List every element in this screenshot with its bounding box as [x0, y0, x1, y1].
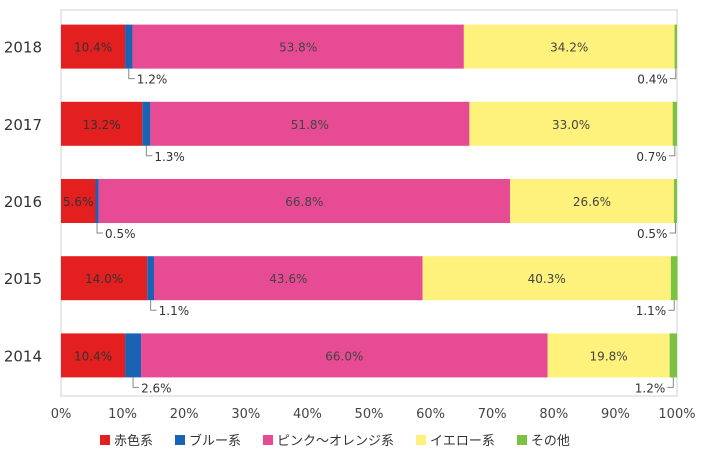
bar-segment: [422, 256, 671, 301]
legend-label: ピンク〜オレンジ系: [277, 434, 395, 449]
leader-line: [668, 145, 676, 157]
bar-segment: [469, 101, 673, 146]
x-tick-label: 80%: [539, 407, 568, 422]
bar-segment: [672, 101, 677, 146]
data-label: 10.4%: [74, 41, 112, 55]
bar-segment: [61, 333, 126, 378]
y-category-label: 2018: [4, 39, 42, 57]
data-label: 33.0%: [552, 118, 590, 132]
legend-label: その他: [530, 434, 570, 449]
data-label: 1.1%: [636, 304, 667, 318]
legend-swatch: [416, 434, 427, 445]
legend-item: その他: [516, 430, 570, 449]
data-label: 51.8%: [291, 118, 329, 132]
data-label: 40.3%: [528, 272, 566, 286]
y-category-label: 2017: [4, 116, 42, 134]
bar-segment: [61, 256, 148, 301]
bar-segment: [95, 179, 99, 223]
x-tick-label: 10%: [108, 407, 137, 422]
bar-segment: [61, 101, 143, 146]
leader-line: [667, 377, 674, 388]
data-label: 34.2%: [550, 41, 588, 55]
leader-line: [669, 68, 677, 80]
chart-legend: 赤色系 ブルー系 ピンク〜オレンジ系 イエロー系 その他: [100, 430, 570, 449]
legend-swatch: [263, 434, 274, 445]
data-label: 14.0%: [85, 272, 123, 286]
data-label: 2.6%: [141, 381, 172, 395]
x-tick-label: 0%: [51, 407, 72, 422]
data-label: 0.5%: [105, 227, 136, 241]
bar-segment: [547, 333, 670, 378]
bar-segment: [154, 256, 423, 301]
data-label: 66.0%: [325, 349, 363, 363]
legend-label: ブルー系: [189, 434, 242, 449]
data-label: 0.7%: [636, 150, 667, 164]
leader-line: [668, 300, 675, 311]
leader-line: [96, 223, 104, 234]
bar-segment: [674, 24, 677, 69]
data-label: 53.8%: [279, 41, 317, 55]
x-tick-label: 60%: [416, 407, 445, 422]
data-label: 10.4%: [74, 349, 112, 363]
data-label: 1.2%: [635, 381, 666, 395]
leader-line: [669, 223, 676, 234]
bar-segment: [669, 333, 677, 378]
bar-segment: [61, 24, 126, 69]
legend-swatch: [516, 434, 527, 445]
x-tick-label: 40%: [293, 407, 322, 422]
x-tick-label: 30%: [231, 407, 260, 422]
leader-line: [132, 377, 140, 388]
bar-segment: [125, 333, 142, 378]
legend-swatch: [100, 434, 110, 445]
bar-segment: [150, 101, 470, 146]
legend-swatch: [175, 434, 186, 445]
bar-segment: [670, 256, 678, 301]
bar-segment: [125, 24, 133, 69]
x-tick-label: 20%: [170, 407, 199, 422]
x-tick-label: 70%: [478, 407, 507, 422]
leader-line: [150, 300, 157, 311]
leader-line: [128, 68, 135, 80]
legend-item: 赤色系: [100, 430, 153, 449]
legend-label: イエロー系: [430, 434, 495, 449]
x-tick-label: 90%: [601, 407, 630, 422]
data-label: 13.2%: [83, 118, 121, 132]
legend-item: ブルー系: [175, 430, 241, 449]
data-label: 66.8%: [285, 195, 323, 209]
bar-segment: [61, 179, 96, 223]
data-label: 0.5%: [637, 227, 668, 241]
data-label: 5.6%: [63, 195, 94, 209]
bar-segment: [510, 179, 674, 223]
legend-item: ピンク〜オレンジ系: [263, 430, 394, 449]
x-tick-label: 100%: [658, 407, 695, 422]
y-category-label: 2014: [4, 347, 42, 365]
bar-segment: [673, 179, 677, 223]
data-label: 43.6%: [269, 272, 307, 286]
y-category-label: 2015: [4, 270, 42, 288]
y-category-label: 2016: [4, 193, 42, 211]
data-label: 26.6%: [573, 195, 611, 209]
data-label: 1.3%: [154, 150, 185, 164]
bar-segment: [147, 256, 155, 301]
bar-segment: [98, 179, 511, 223]
data-label: 19.8%: [590, 349, 628, 363]
data-label: 1.2%: [137, 73, 168, 87]
legend-item: イエロー系: [416, 430, 495, 449]
bar-segment: [142, 101, 151, 146]
bar-segment: [132, 24, 464, 69]
bar-segment: [463, 24, 675, 69]
leader-line: [145, 145, 153, 157]
data-label: 0.4%: [637, 73, 668, 87]
x-tick-label: 50%: [355, 407, 384, 422]
bar-segment: [141, 333, 548, 378]
legend-label: 赤色系: [114, 434, 154, 449]
data-label: 1.1%: [159, 304, 190, 318]
